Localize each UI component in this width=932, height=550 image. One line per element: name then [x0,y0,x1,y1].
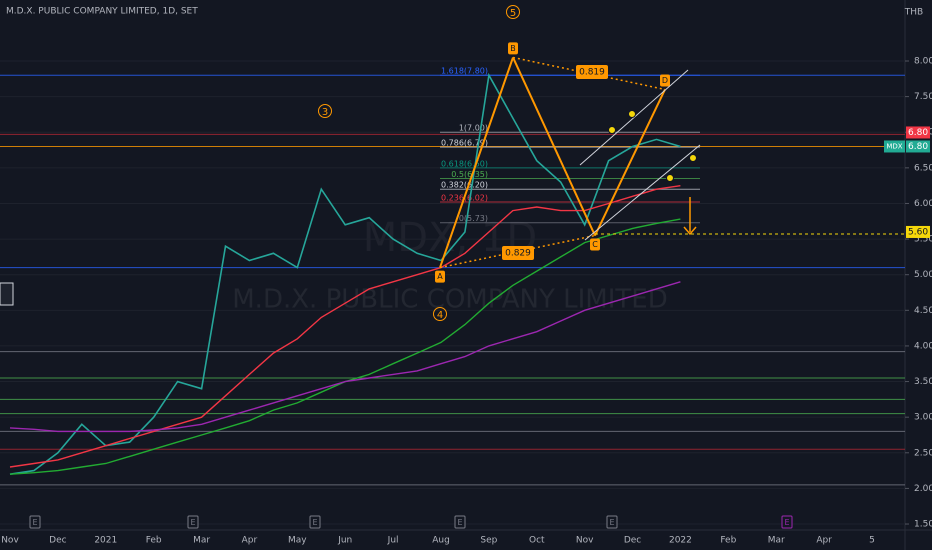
x-tick-label: Sep [480,536,497,546]
marker-dot [689,154,697,162]
x-tick-label: Jul [387,536,399,546]
x-tick-label: Mar [193,536,210,546]
y-tick-label: 5.50 [914,235,932,245]
price-tag-label: 6.80 [908,142,928,152]
chart-title: M.D.X. PUBLIC COMPANY LIMITED, 1D, SET [6,7,198,17]
event-marker [781,515,793,529]
pattern-point-box [435,270,445,283]
symbol-tag [884,140,905,153]
pattern-point-label: B [510,44,516,53]
fib-label: 1.618(7.80) [441,67,488,76]
pattern-leg [594,89,666,236]
moving-average [9,185,681,468]
event-marker [309,515,321,529]
price-tag [906,140,930,153]
x-tick-label: 2022 [669,536,692,546]
pattern-leg [512,57,596,236]
fib-label: 0.5(6.35) [451,170,488,179]
channel-line [579,69,689,166]
price-tag-label: 5.60 [908,227,928,237]
event-marker [454,515,466,529]
event-marker [29,515,41,529]
price-tag-label: 6.80 [908,128,928,138]
y-tick-label: 8.00 [914,56,932,66]
wave-circle [506,5,520,19]
y-tick-label: 4.00 [914,341,932,351]
ratio-label: 0.829 [505,249,531,259]
wave-circle [318,104,332,118]
wave-circle [433,307,447,321]
moving-average [9,281,681,433]
fib-label: 0.382(6.20) [441,181,488,190]
pattern-point-box [660,74,670,87]
event-label: E [784,518,789,527]
wave-label: 5 [510,8,516,19]
event-marker [187,515,199,529]
x-tick-label: Nov [1,536,19,546]
fib-label: 0(5.73) [459,214,488,223]
y-tick-label: 4.50 [914,306,932,316]
ratio-box [502,246,534,260]
side-widget[interactable] [0,282,14,306]
y-tick-label: 1.50 [914,520,932,530]
pattern-point-box [590,238,600,251]
watermark: M.D.X. PUBLIC COMPANY LIMITED [232,285,667,315]
pattern-leg [439,57,514,268]
fib-label: 1(7.00) [459,124,488,133]
event-label: E [312,518,317,527]
pattern-ratio-line [439,234,596,269]
x-tick-label: May [288,536,307,546]
x-tick-label: 5 [869,536,875,546]
event-label: E [609,518,614,527]
pattern-point-box [508,42,518,55]
symbol-tag-label: MDX [886,142,902,150]
event-label: E [457,518,462,527]
x-tick-label: Aug [432,536,450,546]
channel-line [584,144,701,241]
fib-label: 0.618(6.50) [441,159,488,168]
event-label: E [32,518,37,527]
price-tag [906,225,930,238]
price-tag [906,126,930,139]
event-marker [606,515,618,529]
y-tick-label: 2.50 [914,448,932,458]
ratio-label: 0.819 [579,68,605,78]
wave-label: 4 [437,310,443,321]
event-label: E [190,518,195,527]
x-tick-label: Oct [529,536,545,546]
wave-label: 3 [322,107,328,118]
pattern-point-label: A [437,272,443,281]
y-tick-label: 3.50 [914,377,932,387]
x-tick-label: Jun [337,536,352,546]
x-tick-label: Feb [146,536,162,546]
x-tick-label: Apr [816,536,832,546]
x-tick-label: Feb [720,536,736,546]
x-tick-label: Dec [49,536,66,546]
ratio-box [576,65,608,79]
x-tick-label: Nov [576,536,594,546]
y-tick-label: 6.00 [914,199,932,209]
fib-label: 0.786(6.79) [441,139,488,148]
y-tick-label: 7.50 [914,92,932,102]
pattern-point-label: C [592,240,598,249]
y-tick-label: 5.00 [914,270,932,280]
y-tick-label: 6.50 [914,163,932,173]
pattern-point-label: D [662,76,668,85]
y-tick-label: 2.00 [914,484,932,494]
x-tick-label: 2021 [94,536,117,546]
pattern-ratio-line [512,56,666,91]
marker-dot [608,126,616,134]
currency: THB [904,8,923,18]
price-line [9,72,681,475]
marker-dot [666,174,674,182]
y-tick-label: 3.00 [914,413,932,423]
target-arrow-head [683,226,697,236]
x-tick-label: Dec [624,536,641,546]
marker-dot [628,110,636,118]
x-tick-label: Mar [768,536,785,546]
x-tick-label: Apr [242,536,258,546]
